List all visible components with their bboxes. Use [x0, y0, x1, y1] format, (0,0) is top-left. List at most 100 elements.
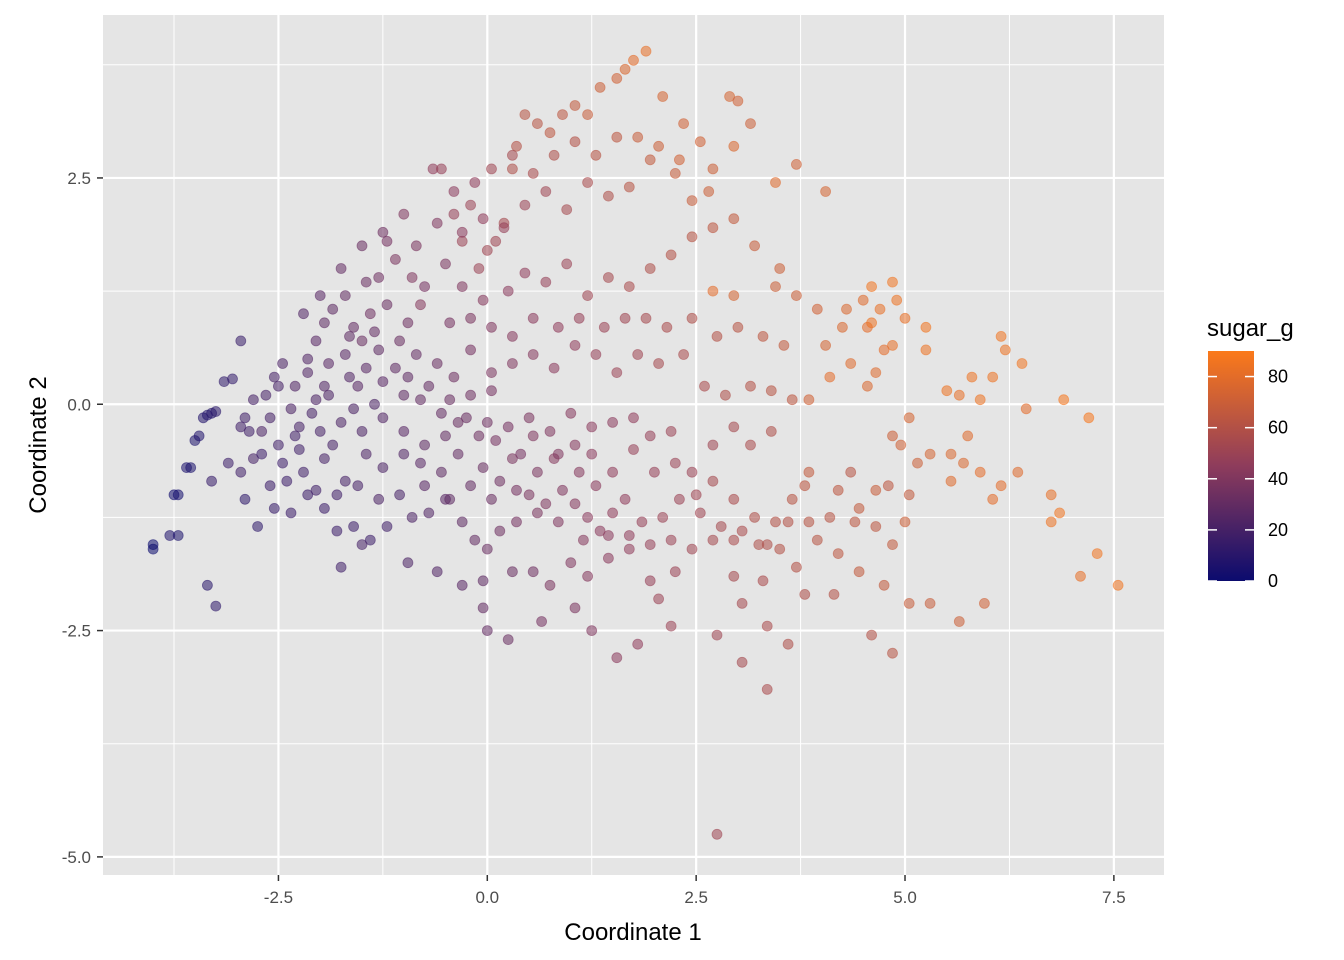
data-point	[603, 530, 614, 541]
data-point	[837, 321, 848, 333]
data-point	[507, 163, 518, 175]
data-point	[912, 457, 923, 469]
data-point	[962, 430, 974, 442]
data-point	[791, 158, 802, 170]
data-point	[686, 312, 698, 324]
data-point	[364, 534, 376, 546]
data-point	[406, 272, 418, 283]
data-point	[661, 321, 673, 333]
data-point	[293, 444, 305, 455]
x-tick-label: -2.5	[264, 888, 293, 907]
data-point	[603, 272, 614, 283]
data-point	[381, 235, 393, 247]
data-point	[882, 480, 894, 492]
data-point	[494, 475, 506, 487]
data-point	[799, 589, 811, 600]
data-point	[415, 457, 426, 469]
data-point	[423, 507, 435, 519]
data-point	[899, 516, 911, 528]
data-point	[394, 489, 406, 501]
data-point	[360, 276, 372, 288]
data-point	[791, 290, 802, 302]
data-point	[344, 330, 355, 342]
data-point	[239, 493, 251, 505]
legend-colorbar	[1208, 351, 1254, 581]
data-point	[841, 303, 852, 315]
data-point	[674, 493, 685, 505]
data-point	[703, 186, 715, 197]
data-point	[511, 140, 522, 152]
data-point	[456, 281, 468, 293]
data-point	[694, 136, 706, 148]
data-point	[903, 489, 915, 501]
data-point	[870, 484, 882, 496]
data-point	[632, 131, 644, 143]
data-point	[481, 416, 493, 428]
data-point	[853, 566, 865, 578]
data-point	[849, 516, 861, 528]
data-point	[736, 525, 748, 537]
data-point	[857, 294, 869, 306]
x-tick-label: 0.0	[475, 888, 499, 907]
data-point	[628, 444, 639, 455]
data-point	[415, 299, 426, 311]
data-point	[352, 380, 364, 392]
data-point	[398, 208, 410, 220]
data-point	[644, 430, 656, 442]
data-point	[456, 226, 468, 238]
x-tick-label: 5.0	[893, 888, 917, 907]
data-point	[594, 525, 606, 537]
data-point	[544, 127, 556, 139]
data-point	[707, 475, 719, 487]
data-point	[611, 73, 623, 84]
data-point	[323, 389, 335, 401]
data-point	[243, 425, 255, 437]
data-point	[486, 367, 497, 379]
data-point	[318, 380, 330, 392]
data-point	[974, 466, 986, 478]
data-point	[590, 349, 602, 360]
data-point	[995, 330, 1007, 342]
data-point	[318, 453, 330, 465]
data-point	[532, 466, 543, 478]
data-point	[327, 303, 339, 315]
data-point	[765, 425, 777, 437]
data-point	[348, 403, 360, 415]
data-point	[377, 226, 389, 238]
x-tick-label: 2.5	[684, 888, 708, 907]
data-point	[481, 543, 493, 555]
data-point	[323, 358, 335, 369]
data-point	[285, 403, 297, 415]
data-point	[1020, 403, 1032, 415]
data-point	[686, 543, 698, 555]
data-point	[256, 448, 268, 460]
data-point	[803, 466, 815, 478]
data-point	[444, 317, 456, 329]
data-point	[757, 575, 769, 587]
data-point	[644, 575, 656, 587]
data-point	[431, 566, 443, 578]
data-point	[895, 439, 907, 451]
data-point	[469, 177, 481, 188]
data-point	[298, 308, 309, 320]
data-point	[887, 647, 898, 659]
data-point	[1083, 412, 1095, 424]
data-point	[828, 589, 840, 600]
data-point	[728, 493, 740, 505]
data-point	[569, 498, 581, 510]
data-point	[832, 484, 844, 496]
data-point	[486, 493, 497, 505]
data-point	[540, 276, 552, 288]
data-point	[586, 421, 598, 433]
data-point	[281, 475, 293, 487]
data-point	[306, 407, 318, 419]
data-point	[866, 629, 877, 641]
data-point	[456, 516, 468, 528]
data-point	[669, 457, 681, 469]
data-point	[302, 367, 314, 379]
data-point	[481, 625, 493, 636]
data-point	[811, 534, 823, 546]
data-point	[369, 398, 380, 410]
data-point	[402, 317, 414, 329]
data-point	[745, 118, 756, 129]
